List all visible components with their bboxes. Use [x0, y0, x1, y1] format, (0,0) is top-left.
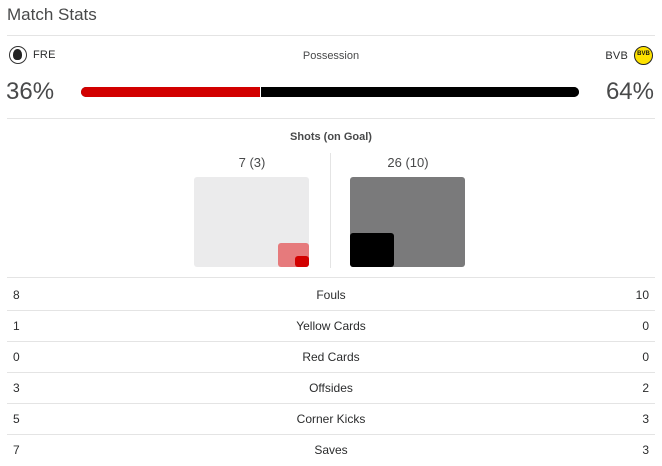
home-shots-value: 7 (3) — [238, 155, 266, 170]
stat-row-fouls: 8 Fouls 10 — [7, 279, 655, 309]
stat-name: Red Cards — [302, 350, 360, 364]
away-shots-graphic — [350, 177, 465, 267]
away-stat-value: 0 — [642, 319, 649, 333]
row-divider — [7, 310, 655, 311]
stat-name: Fouls — [316, 288, 346, 302]
possession-bar — [81, 87, 579, 97]
home-stat-value: 5 — [13, 412, 20, 426]
away-team: BVB BVB — [605, 46, 653, 65]
stat-row-corner-kicks: 5 Corner Kicks 3 — [7, 403, 655, 433]
bvb-crest-icon: BVB — [634, 46, 653, 65]
stat-row-yellow-cards: 1 Yellow Cards 0 — [7, 310, 655, 340]
home-team-abbr: FRE — [33, 49, 56, 61]
stat-row-saves: 7 Saves 3 — [7, 434, 655, 464]
away-possession-pct: 64% — [605, 78, 654, 105]
away-stat-value: 0 — [642, 350, 649, 364]
home-stat-value: 7 — [13, 443, 20, 457]
row-divider — [7, 372, 655, 373]
stat-name: Corner Kicks — [296, 412, 366, 426]
row-divider — [7, 403, 655, 404]
match-stats-title: Match Stats — [7, 5, 97, 24]
shots-label: Shots (on Goal) — [290, 131, 372, 143]
away-stat-value: 3 — [642, 443, 649, 457]
stat-name: Yellow Cards — [296, 319, 366, 333]
away-stat-value: 3 — [642, 412, 649, 426]
away-stat-value: 2 — [642, 381, 649, 395]
shots-separator — [330, 153, 331, 268]
possession-label: Possession — [302, 50, 360, 62]
bvb-crest-text: BVB — [637, 51, 650, 57]
home-stat-value: 3 — [13, 381, 20, 395]
away-stat-value: 10 — [635, 288, 649, 302]
away-shots-on-goal-block — [350, 233, 394, 267]
row-divider — [7, 341, 655, 342]
home-shots-on-goal-block — [295, 256, 309, 267]
shots-divider — [7, 277, 655, 278]
home-shots-graphic — [194, 177, 309, 267]
stat-name: Saves — [314, 443, 348, 457]
stat-name: Offsides — [309, 381, 353, 395]
freiburg-crest-icon — [9, 46, 27, 64]
away-team-abbr: BVB — [605, 49, 628, 62]
away-possession-fill — [261, 87, 579, 97]
home-stat-value: 8 — [13, 288, 20, 302]
possession-divider — [7, 118, 655, 119]
title-divider — [7, 35, 655, 36]
home-possession-pct: 36% — [6, 78, 55, 105]
home-stat-value: 0 — [13, 350, 20, 364]
home-possession-fill — [81, 87, 262, 97]
row-divider — [7, 434, 655, 435]
away-shots-value: 26 (10) — [387, 155, 429, 170]
stat-row-offsides: 3 Offsides 2 — [7, 372, 655, 402]
home-stat-value: 1 — [13, 319, 20, 333]
stat-row-red-cards: 0 Red Cards 0 — [7, 341, 655, 371]
home-team: FRE — [9, 46, 56, 64]
